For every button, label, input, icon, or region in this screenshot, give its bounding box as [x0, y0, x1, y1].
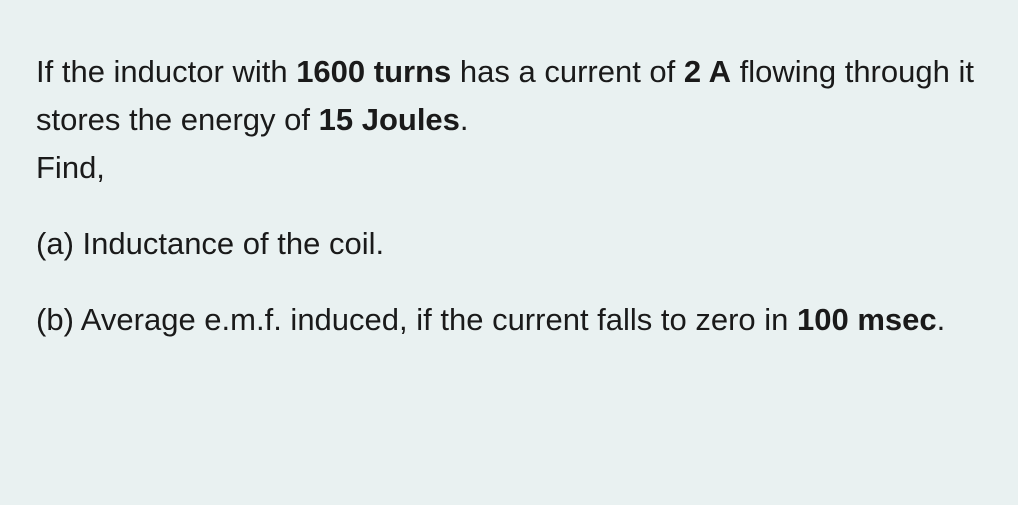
find-label: Find,: [36, 150, 105, 185]
time-value: 100 msec: [797, 302, 937, 337]
energy-value: 15 Joules: [319, 102, 460, 137]
intro-text-2: has a current of: [451, 54, 684, 89]
page-edge: [1018, 0, 1024, 505]
part-b-text-1: (b) Average e.m.f. induced, if the curre…: [36, 302, 797, 337]
turns-value: 1600 turns: [296, 54, 451, 89]
current-value: 2 A: [684, 54, 731, 89]
problem-statement: If the inductor with 1600 turns has a cu…: [36, 48, 982, 192]
part-b-text-2: .: [937, 302, 946, 337]
part-a: (a) Inductance of the coil.: [36, 220, 982, 268]
document-page: If the inductor with 1600 turns has a cu…: [0, 0, 1018, 505]
intro-text-1: If the inductor with: [36, 54, 296, 89]
part-b: (b) Average e.m.f. induced, if the curre…: [36, 296, 982, 344]
intro-text-4: .: [460, 102, 469, 137]
